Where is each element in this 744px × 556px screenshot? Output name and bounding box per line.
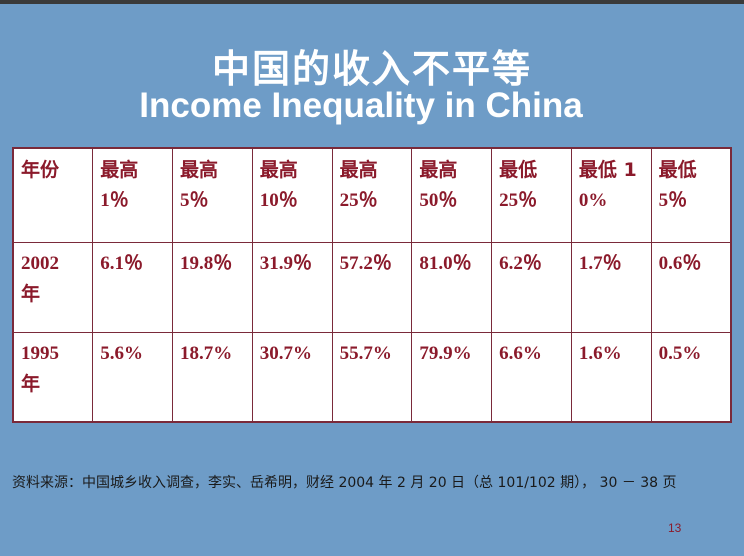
income-inequality-table: 年份 最高 1％ 最高 5％ 最高 10％ 最高 25％ 最高 50％ 最低 25％ 最低 … — [12, 147, 732, 423]
page-number: 13 — [668, 521, 682, 535]
header-cell-top-5: 最高 5％ — [172, 147, 253, 243]
year-cell: 1995 年 — [12, 332, 94, 423]
value-cell: 30.7% — [251, 332, 333, 423]
table-header-row: 年份 最高 1％ 最高 5％ 最高 10％ 最高 25％ 最高 50％ 最低 25％ 最低 … — [12, 147, 732, 243]
value-cell: 79.9% — [411, 332, 493, 423]
value-cell: 19.8％ — [172, 242, 253, 333]
value-cell: 57.2％ — [331, 242, 413, 333]
value-cell: 1.7％ — [570, 242, 652, 333]
value-cell: 5.6% — [92, 332, 174, 423]
header-cell-top-10: 最高 10％ — [251, 147, 333, 243]
slide-title-english: Income Inequality in China — [139, 86, 583, 125]
table-row-2002: 2002 年 6.1％ 19.8％ 31.9％ 57.2％ 81.0％ 6.2％ … — [12, 242, 732, 333]
value-cell: 55.7% — [331, 332, 413, 423]
value-cell: 6.1％ — [92, 242, 174, 333]
value-cell: 0.6％ — [650, 242, 732, 333]
header-cell-bottom-25: 最低 25％ — [491, 147, 572, 243]
value-cell: 31.9％ — [251, 242, 333, 333]
header-cell-bottom-10: 最低 1 0% — [570, 147, 652, 243]
table-row-1995: 1995 年 5.6% 18.7% 30.7% 55.7% 79.9% 6.6% … — [12, 332, 732, 423]
header-cell-top-25: 最高 25％ — [331, 147, 413, 243]
year-cell: 2002 年 — [12, 242, 94, 333]
header-cell-year: 年份 — [12, 147, 94, 243]
value-cell: 0.5% — [650, 332, 732, 423]
header-cell-top-50: 最高 50％ — [411, 147, 493, 243]
slide-title-chinese: 中国的收入不平等 — [211, 47, 532, 91]
value-cell: 6.2％ — [491, 242, 572, 333]
value-cell: 18.7% — [172, 332, 253, 423]
value-cell: 1.6% — [570, 332, 652, 423]
value-cell: 81.0％ — [411, 242, 493, 333]
top-border — [0, 0, 744, 4]
value-cell: 6.6% — [491, 332, 572, 423]
header-cell-top-1: 最高 1％ — [92, 147, 174, 243]
source-citation: 资料来源：中国城乡收入调查，李实、岳希明，财经 2004 年 2 月 20 日（… — [12, 475, 677, 491]
header-cell-bottom-5: 最低 5％ — [650, 147, 732, 243]
